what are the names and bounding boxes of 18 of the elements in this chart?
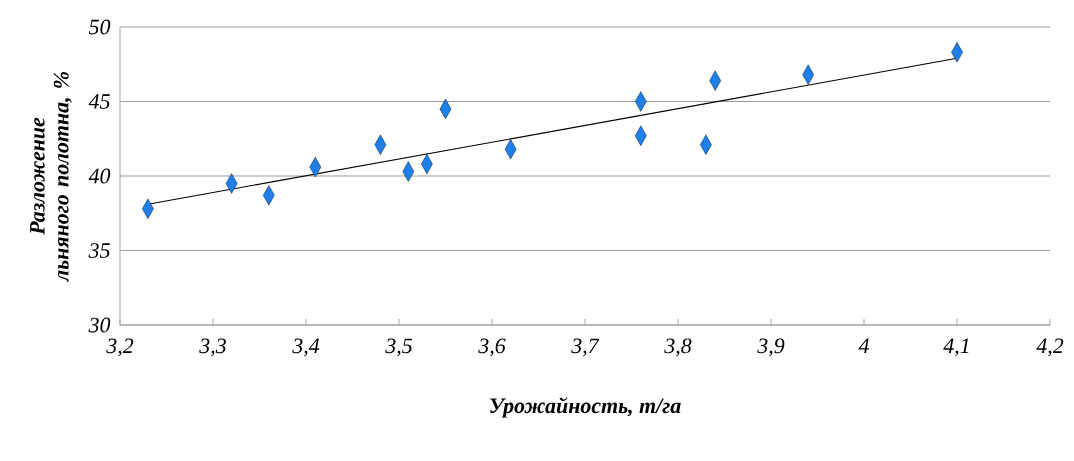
y-tick-label: 50 <box>88 19 111 35</box>
x-tick-label: 4,2 <box>1036 338 1064 357</box>
x-tick-label: 3,8 <box>664 338 692 357</box>
y-tick-label: 35 <box>88 243 110 258</box>
y-tick-label: 45 <box>88 94 110 109</box>
x-tick-label: 3,5 <box>385 338 413 357</box>
x-tick-label: 3,7 <box>571 338 600 357</box>
x-tick-label: 4,1 <box>943 338 969 357</box>
x-tick-label: 3,2 <box>106 338 134 357</box>
y-tick-label: 30 <box>88 317 111 333</box>
x-tick-label: 3,4 <box>292 338 320 357</box>
x-tick-label: 3,9 <box>757 338 785 357</box>
x-tick-label: 3,3 <box>199 338 226 357</box>
x-tick-label: 4 <box>858 338 869 353</box>
x-tick-label: 3,6 <box>478 338 506 357</box>
y-axis-title: Разложение льняного полотна, % <box>30 72 72 282</box>
x-axis-title: Урожайность, т/га <box>490 397 681 418</box>
y-tick-label: 40 <box>88 168 111 184</box>
